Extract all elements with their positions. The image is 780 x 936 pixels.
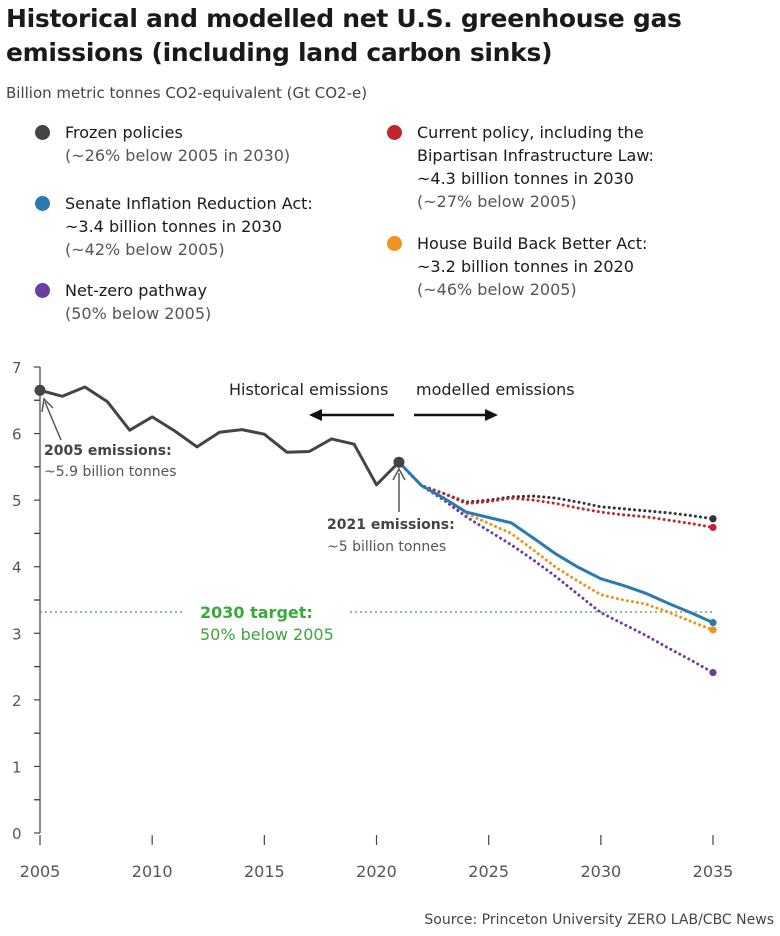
target-value: 50% below 2005 (200, 625, 334, 644)
legend-senate: Senate Inflation Reduction Act: ~3.4 bil… (35, 192, 313, 261)
series-end-point-senate (709, 619, 717, 627)
series-group (397, 460, 717, 677)
legend-dot-current (387, 125, 402, 140)
legend-dot-senate (35, 196, 50, 211)
legend-label-netzero: Net-zero pathway (65, 281, 207, 300)
point-2021 (393, 456, 405, 468)
point-2005 (34, 384, 46, 396)
legend-note-current: (~27% below 2005) (417, 192, 577, 211)
arrow-right-icon (414, 409, 498, 421)
series-end-point-netzero (709, 668, 717, 677)
x-tick-label: 2020 (356, 862, 397, 881)
x-tick-label: 2030 (580, 862, 621, 881)
legend-house: House Build Back Better Act: ~3.2 billio… (387, 232, 648, 301)
legend-current: Current policy, including the Bipartisan… (387, 121, 717, 213)
x-tick-label: 2015 (244, 862, 285, 881)
target-title: 2030 target: (200, 603, 313, 622)
x-tick-label: 2010 (132, 862, 173, 881)
legend-netzero: Net-zero pathway (50% below 2005) (35, 279, 212, 325)
legend-line2-current: ~4.3 billion tonnes in 2030 (417, 169, 634, 188)
historical-line (39, 385, 400, 487)
modelled-label: modelled emissions (416, 380, 575, 399)
x-tick-label: 2025 (468, 862, 509, 881)
legend-line2-house: ~3.2 billion tonnes in 2020 (417, 257, 634, 276)
legend-note-netzero: (50% below 2005) (65, 304, 212, 323)
arrow-left-icon (309, 409, 394, 421)
y-tick-label: 0 (12, 825, 22, 843)
series-line-netzero (397, 460, 715, 675)
y-tick-label: 1 (12, 758, 22, 776)
e2021-value: ~5 billion tonnes (327, 539, 446, 555)
chart-title: Historical and modelled net U.S. greenho… (6, 4, 682, 67)
legend-dot-house (387, 236, 402, 251)
arrow-2021-icon (392, 467, 406, 512)
e2005-title: 2005 emissions: (44, 443, 172, 459)
legend-frozen: Frozen policies (~26% below 2005 in 2030… (35, 121, 291, 167)
series-end-point-current (709, 523, 717, 532)
legend-note-frozen: (~26% below 2005 in 2030) (65, 146, 291, 165)
historical-group (34, 384, 405, 487)
chart-axes: 0 1 2 3 4 5 6 7 2005 2010 2015 2020 2025 2030 2035 (12, 359, 733, 881)
series-line-frozen (397, 460, 715, 521)
legend-label-senate: Senate Inflation Reduction Act: (65, 194, 313, 213)
series-line-senate (397, 460, 715, 625)
legend-dot-netzero (35, 283, 50, 298)
y-tick-label: 7 (12, 359, 22, 377)
e2005-value: ~5.9 billion tonnes (44, 464, 177, 480)
legend-label-current: Current policy, including the Bipartisan… (417, 123, 654, 165)
historical-label: Historical emissions (229, 380, 388, 399)
arrow-2005-icon (41, 397, 62, 441)
legend-dot-frozen (35, 125, 50, 140)
e2021-title: 2021 emissions: (327, 517, 455, 533)
x-tick-label: 2005 (20, 862, 61, 881)
series-end-point-frozen (709, 515, 717, 523)
emissions-chart: 0 1 2 3 4 5 6 7 2005 2010 2015 2020 2025 2030 2035 His… (12, 359, 733, 881)
x-tick-label: 2035 (693, 862, 734, 881)
y-tick-label: 2 (12, 692, 22, 710)
legend-label-frozen: Frozen policies (65, 123, 183, 142)
legend-note-senate: (~42% below 2005) (65, 240, 225, 259)
series-end-point-house (709, 626, 717, 634)
source-note: Source: Princeton University ZERO LAB/CB… (424, 912, 774, 928)
y-tick-label: 5 (12, 492, 22, 510)
legend-line2-senate: ~3.4 billion tonnes in 2030 (65, 217, 282, 236)
legend-label-house: House Build Back Better Act: (417, 234, 648, 253)
chart-subtitle: Billion metric tonnes CO2-equivalent (Gt… (6, 84, 368, 102)
legend-note-house: (~46% below 2005) (417, 280, 577, 299)
y-tick-label: 4 (12, 559, 22, 577)
y-tick-label: 6 (12, 426, 22, 444)
y-tick-label: 3 (12, 625, 22, 643)
